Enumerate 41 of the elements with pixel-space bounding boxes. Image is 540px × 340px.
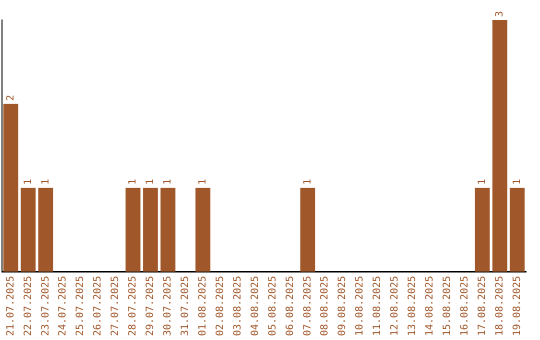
- x-tick-label: 15.08.2025: [442, 276, 453, 336]
- data-label: 1: [162, 178, 174, 185]
- x-tick-label: 31.07.2025: [180, 276, 191, 336]
- data-label: 1: [145, 178, 156, 185]
- x-tick-label: 26.07.2025: [92, 276, 104, 336]
- x-tick-label: 19.08.2025: [512, 276, 523, 336]
- x-tick-label: 06.08.2025: [284, 276, 296, 336]
- x-tick-label: 16.08.2025: [459, 276, 470, 336]
- x-tick-label: 01.08.2025: [197, 276, 208, 336]
- x-tick-label: 10.08.2025: [354, 276, 366, 336]
- x-tick-label: 18.08.2025: [494, 276, 506, 336]
- x-tick-label: 22.07.2025: [22, 276, 34, 336]
- data-label: 3: [494, 10, 506, 17]
- x-tick-label: 24.07.2025: [58, 276, 69, 336]
- data-label: 1: [197, 178, 208, 185]
- x-tick-label: 17.08.2025: [476, 276, 488, 336]
- x-tick-label: 03.08.2025: [232, 276, 244, 336]
- data-label: 1: [476, 178, 488, 185]
- x-tick-label: 28.07.2025: [128, 276, 139, 336]
- data-label: 1: [40, 178, 52, 185]
- x-tick-label: 09.08.2025: [337, 276, 348, 336]
- x-tick-label: 30.07.2025: [162, 276, 174, 336]
- data-label: 2: [5, 94, 16, 101]
- x-tick-label: 14.08.2025: [424, 276, 436, 336]
- x-tick-label: 23.07.2025: [40, 276, 52, 336]
- data-label: 1: [302, 178, 314, 185]
- x-tick-label: 13.08.2025: [407, 276, 418, 336]
- data-label: 1: [512, 178, 523, 185]
- x-tick-label: 12.08.2025: [390, 276, 401, 336]
- x-tick-label: 04.08.2025: [250, 276, 261, 336]
- data-label: 1: [128, 178, 139, 185]
- x-tick-label: 05.08.2025: [267, 276, 278, 336]
- x-tick-label: 07.08.2025: [302, 276, 314, 336]
- data-label: 1: [22, 178, 34, 185]
- x-tick-label: 25.07.2025: [75, 276, 86, 336]
- x-tick-label: 02.08.2025: [214, 276, 226, 336]
- x-tick-label: 21.07.2025: [5, 276, 16, 336]
- x-tick-label: 27.07.2025: [110, 276, 122, 336]
- x-tick-label: 11.08.2025: [372, 276, 384, 336]
- x-tick-label: 29.07.2025: [145, 276, 156, 336]
- x-tick-label: 08.08.2025: [320, 276, 331, 336]
